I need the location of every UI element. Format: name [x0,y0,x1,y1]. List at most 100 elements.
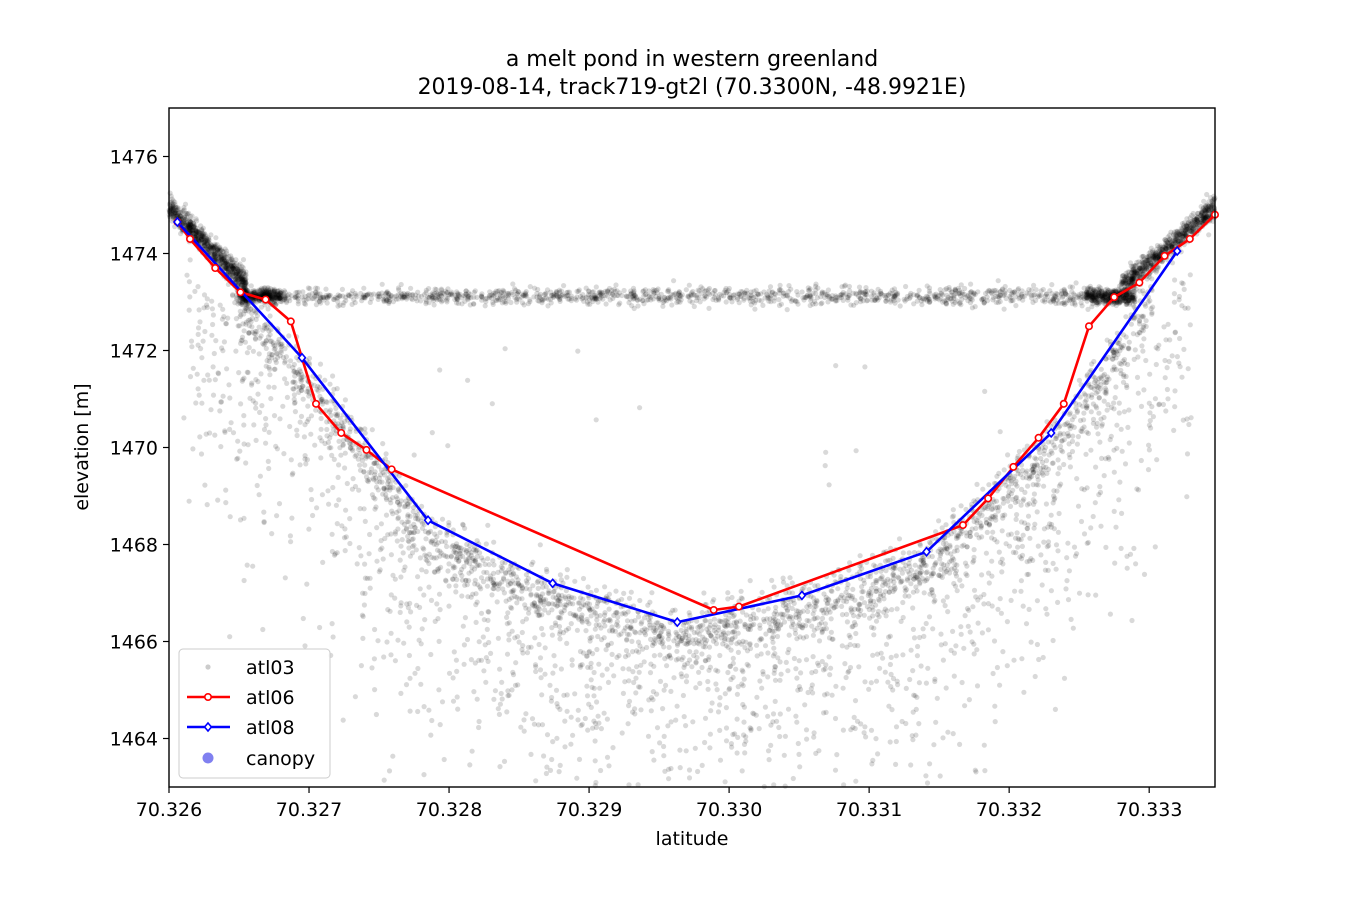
atl03-point [318,296,324,302]
atl03-point [291,361,297,368]
atl03-point [579,612,585,618]
atl03-point [289,293,295,299]
atl03-point [1070,297,1076,303]
atl03-point [932,296,938,302]
atl03-point [409,292,415,298]
atl03-point [985,289,991,295]
atl03-point [522,602,528,608]
atl03-point [318,294,324,300]
atl03-point [401,294,407,300]
atl03-point [857,288,864,294]
atl03-point [710,296,716,303]
atl03-point [386,299,392,305]
atl03-point [666,294,672,301]
atl03-point [295,301,301,307]
atl03-point [957,290,963,296]
atl03-point [468,295,474,301]
atl03-point [331,296,337,303]
atl03-point [815,285,821,291]
atl03-point [296,289,302,295]
atl03-point [1089,289,1095,295]
atl03-point [694,654,700,661]
atl03-point [711,616,718,622]
atl03-point [383,296,389,302]
atl03-point [865,297,871,303]
atl03-point [250,348,256,354]
atl03-point [674,299,680,306]
atl03-point [676,295,682,301]
atl03-point [317,291,323,297]
atl03-point [502,294,508,300]
atl03-point [615,623,621,629]
atl03-point [1063,291,1069,297]
atl03-point [432,286,438,292]
atl03-point [1078,294,1084,301]
atl03-point [683,287,689,293]
atl03-point [856,284,863,290]
atl03-point [853,630,859,637]
atl03-point [822,294,828,301]
atl03-point [429,294,435,300]
atl03-point [519,291,525,297]
atl03-point [384,289,390,295]
atl03-point [367,299,373,305]
atl03-point [907,292,913,298]
atl03-point [418,293,425,299]
atl03-point [672,291,678,297]
atl03-point [749,293,755,299]
atl03-point [677,292,683,298]
atl03-point [687,298,693,304]
atl03-point [985,503,991,509]
atl03-point [869,297,875,303]
atl03-point [438,293,445,299]
atl03-point [771,628,777,634]
atl03-point [996,294,1002,300]
atl03-point [948,292,954,298]
atl03-point [686,294,692,300]
atl03-point [569,295,575,302]
atl03-point [950,507,956,513]
atl03-point [557,602,564,608]
atl03-point [808,298,814,304]
atl03-point [631,292,637,298]
atl03-point [602,288,608,294]
atl03-point [248,306,254,312]
atl03-point [857,553,863,559]
atl03-point [721,293,727,299]
atl03-point [931,293,937,299]
atl03-point [742,290,748,296]
atl03-point [784,292,790,298]
atl03-point [371,291,377,297]
atl03-point [932,294,938,300]
atl03-point [592,295,599,301]
atl03-point [1029,287,1035,293]
atl03-point [958,503,964,509]
atl03-point [731,292,737,298]
atl03-point [275,296,281,302]
atl03-point [790,621,796,628]
atl03-point [332,295,338,301]
atl03-point [433,287,439,293]
atl03-point [727,294,733,300]
atl03-point [1123,334,1129,340]
atl03-point [1132,299,1138,305]
atl03-point [614,288,620,294]
atl03-point [1113,302,1119,309]
atl03-point [1047,288,1053,294]
atl03-point [835,586,841,592]
atl03-point [758,298,764,304]
atl03-point [755,291,761,297]
atl03-point [959,289,965,295]
atl03-point [597,289,603,295]
atl03-point [862,294,868,300]
atl03-point [409,296,415,303]
atl03-point [333,405,339,411]
atl03-point [448,554,454,560]
atl03-point [557,294,563,300]
atl03-point [630,285,637,291]
atl03-point [302,293,308,299]
atl03-point [534,294,540,300]
atl03-point [871,292,877,298]
atl03-point [181,205,187,211]
atl03-point [513,287,519,293]
